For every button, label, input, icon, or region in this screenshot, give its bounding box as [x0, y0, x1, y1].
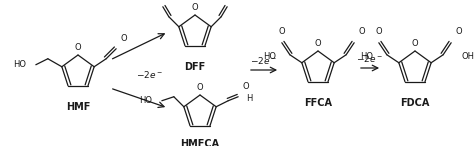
- Text: O: O: [191, 2, 198, 12]
- Text: O: O: [455, 27, 462, 36]
- Text: H: H: [246, 94, 253, 103]
- Text: FFCA: FFCA: [304, 98, 332, 108]
- Text: HO: HO: [139, 96, 152, 105]
- Text: O: O: [375, 27, 382, 36]
- Text: FDCA: FDCA: [401, 98, 430, 108]
- Text: O: O: [242, 82, 249, 91]
- Text: O: O: [412, 39, 419, 47]
- Text: O: O: [120, 34, 127, 43]
- Text: HO: HO: [263, 52, 276, 61]
- Text: DFF: DFF: [184, 62, 206, 72]
- Text: OH: OH: [461, 52, 474, 61]
- Text: $-2e^-$: $-2e^-$: [356, 53, 383, 64]
- Text: HO: HO: [13, 60, 26, 69]
- Text: HO: HO: [360, 52, 373, 61]
- Text: O: O: [358, 27, 365, 36]
- Text: $-2e^-$: $-2e^-$: [137, 69, 164, 80]
- Text: O: O: [75, 42, 82, 52]
- Text: O: O: [197, 82, 203, 92]
- Text: HMF: HMF: [66, 102, 90, 112]
- Text: HMFCA: HMFCA: [181, 139, 219, 146]
- Text: O: O: [315, 39, 321, 47]
- Text: O: O: [279, 27, 285, 36]
- Text: $-2e^-$: $-2e^-$: [250, 54, 278, 66]
